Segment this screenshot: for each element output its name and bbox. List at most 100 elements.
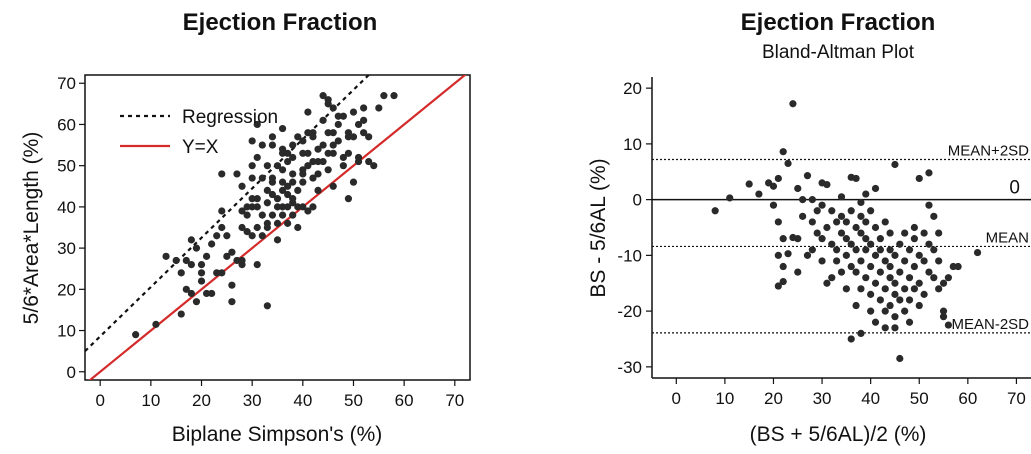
data-point xyxy=(920,257,928,265)
x-axis-label: (BS + 5/6AL)/2 (%) xyxy=(750,423,927,446)
x-axis-label: Biplane Simpson's (%) xyxy=(172,423,383,446)
data-point xyxy=(253,203,261,211)
data-point xyxy=(162,252,170,260)
data-point xyxy=(258,232,266,240)
data-point xyxy=(711,207,719,215)
data-point xyxy=(862,274,870,282)
data-point xyxy=(774,282,782,290)
y-tick-label: 0 xyxy=(633,191,642,210)
y-tick-label: 30 xyxy=(57,239,76,258)
data-point xyxy=(304,149,312,157)
data-point xyxy=(299,170,307,178)
data-point xyxy=(208,240,216,248)
data-point xyxy=(808,246,816,254)
data-point xyxy=(243,211,251,219)
data-point xyxy=(263,162,271,170)
chart-title: Ejection Fraction xyxy=(183,9,378,36)
data-point xyxy=(278,178,287,186)
plot-area: MEAN+2SD 0 MEAN MEAN-2SD xyxy=(652,100,1031,363)
data-point xyxy=(871,184,880,193)
data-point xyxy=(833,218,841,226)
data-point xyxy=(339,162,347,170)
data-point xyxy=(901,257,909,265)
y-tick-label: 60 xyxy=(57,115,76,134)
data-point xyxy=(192,298,201,306)
data-point xyxy=(823,279,831,287)
data-point xyxy=(808,218,816,226)
x-tick-label: 10 xyxy=(715,389,734,408)
y-tick-label: -30 xyxy=(617,358,642,377)
data-point xyxy=(294,223,302,232)
y-tick-label: 10 xyxy=(623,135,642,154)
data-point xyxy=(284,190,292,199)
data-point xyxy=(886,262,894,271)
data-point xyxy=(284,149,292,157)
data-point xyxy=(349,133,358,141)
data-point xyxy=(263,186,271,195)
data-point xyxy=(360,104,368,112)
data-point xyxy=(218,170,226,178)
data-point xyxy=(309,157,317,166)
data-point xyxy=(862,218,870,226)
data-point xyxy=(779,277,787,286)
data-point xyxy=(380,92,388,100)
data-point xyxy=(339,153,347,162)
data-point xyxy=(248,137,256,145)
data-point xyxy=(876,246,884,254)
data-point xyxy=(896,268,904,276)
data-point xyxy=(910,285,918,293)
data-point xyxy=(309,174,317,182)
data-point xyxy=(334,112,342,120)
data-point xyxy=(891,251,899,259)
data-point xyxy=(314,145,322,153)
data-point xyxy=(294,133,302,141)
data-point xyxy=(263,302,271,310)
plot-area xyxy=(85,75,467,380)
data-point xyxy=(344,133,353,141)
y-axis-label: BS - 5/6AL (%) xyxy=(587,158,610,297)
data-point xyxy=(896,240,904,248)
y-tick-label: 20 xyxy=(57,280,76,299)
data-point xyxy=(258,174,266,182)
data-point xyxy=(278,186,287,195)
data-point xyxy=(755,190,763,198)
data-point xyxy=(263,219,271,227)
reference-label: MEAN xyxy=(986,229,1029,246)
data-point xyxy=(360,116,368,124)
data-point xyxy=(314,157,322,166)
data-point xyxy=(867,307,875,315)
data-point xyxy=(920,290,928,298)
data-point xyxy=(871,251,880,259)
data-point xyxy=(857,212,865,220)
chart-regression: Ejection Fraction 0 10 20 30 40 50 60 70 0 10 20 30… xyxy=(20,9,471,446)
data-point xyxy=(910,235,918,243)
legend-regression-label: Regression xyxy=(182,107,278,128)
data-point xyxy=(871,279,880,287)
data-point xyxy=(233,170,241,178)
data-point xyxy=(314,170,322,178)
data-point xyxy=(871,223,880,232)
data-point xyxy=(925,268,933,276)
data-point xyxy=(905,274,914,282)
data-point xyxy=(799,196,807,204)
data-point xyxy=(253,153,261,162)
data-point xyxy=(837,193,846,201)
data-point xyxy=(324,149,332,157)
data-point xyxy=(891,160,899,169)
data-point xyxy=(370,162,378,170)
y-tick-label: 20 xyxy=(623,79,642,98)
data-point xyxy=(248,195,256,203)
data-point xyxy=(774,251,782,259)
x-tick-label: 30 xyxy=(813,389,832,408)
data-point xyxy=(745,180,753,188)
data-point xyxy=(218,269,226,277)
data-point xyxy=(344,195,353,203)
data-point xyxy=(278,211,287,219)
reference-label: MEAN+2SD xyxy=(948,142,1029,159)
data-point xyxy=(876,296,884,304)
x-tick-label: 0 xyxy=(672,389,681,408)
data-point xyxy=(177,269,185,277)
data-point xyxy=(891,290,899,298)
data-point xyxy=(867,207,875,215)
data-point xyxy=(238,182,246,190)
